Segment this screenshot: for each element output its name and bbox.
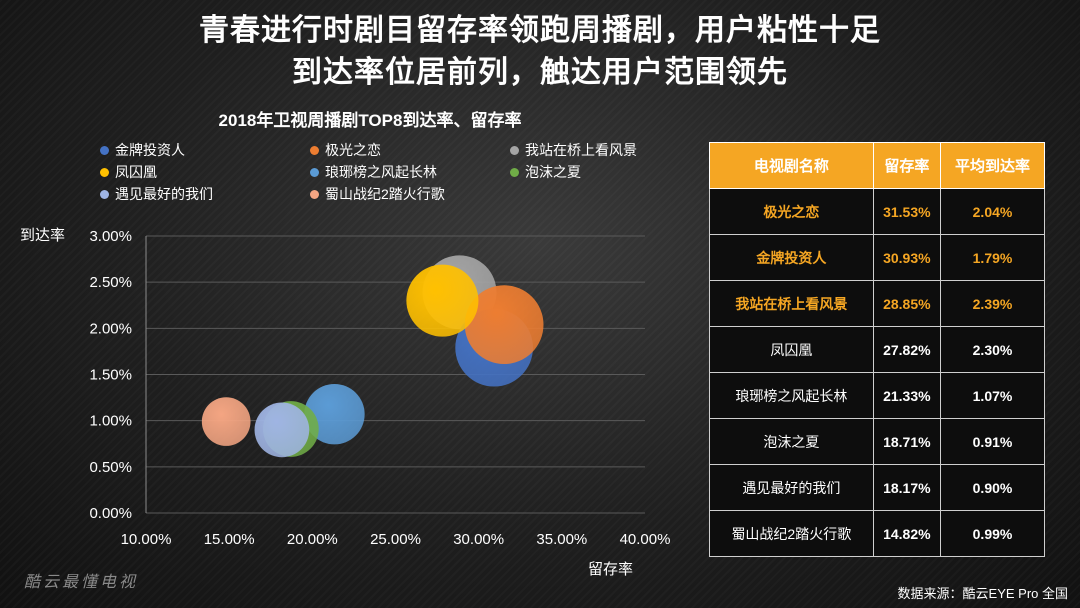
table-cell-retention: 30.93% <box>872 234 941 281</box>
x-axis-label: 留存率 <box>588 561 634 578</box>
legend-item: 蜀山战纪2踏火行歌 <box>310 184 445 204</box>
legend-swatch <box>100 189 109 199</box>
y-tick-label: 1.50% <box>89 367 132 384</box>
bubble-point <box>464 285 544 365</box>
bubble-point <box>254 402 310 458</box>
y-tick-label: 0.50% <box>89 459 132 476</box>
drama-data-table: 电视剧名称 留存率 平均到达率 极光之恋 31.53% 2.04% 金牌投资人 30.9… <box>709 142 1046 557</box>
y-tick-label: 2.00% <box>89 320 132 337</box>
table-cell-reach: 1.79% <box>939 234 1046 281</box>
table-cell-retention: 14.82% <box>872 510 941 557</box>
legend-item: 泡沫之夏 <box>510 162 581 182</box>
table-cell-name: 泡沫之夏 <box>709 418 874 465</box>
y-axis-label: 到达率 <box>20 227 66 244</box>
chart-title: 2018年卫视周播剧TOP8到达率、留存率 <box>218 111 522 130</box>
legend-swatch <box>510 145 519 155</box>
y-tick-label: 3.00% <box>89 228 132 245</box>
bubble-point <box>406 264 479 337</box>
bubble-point <box>201 397 251 446</box>
headline-line-1: 青春进行时剧目留存率领跑周播剧，用户粘性十足 <box>199 14 881 47</box>
table-cell-reach: 2.30% <box>939 326 1046 373</box>
legend-item: 凤囚凰 <box>100 162 157 182</box>
legend-label: 遇见最好的我们 <box>115 186 213 202</box>
table-row: 泡沫之夏 18.71% 0.91% <box>709 418 1046 465</box>
table-row: 我站在桥上看风景 28.85% 2.39% <box>709 280 1046 327</box>
legend-label: 凤囚凰 <box>115 164 157 180</box>
table-cell-name: 遇见最好的我们 <box>709 464 874 511</box>
scatter-plot: 0.00% 0.50% 1.00% 1.50% 2.00% 2.50% 3.00% 10.00… <box>89 228 671 548</box>
legend-swatch <box>310 189 319 199</box>
legend-label: 泡沫之夏 <box>525 164 581 180</box>
table-cell-reach: 0.90% <box>939 464 1046 511</box>
legend-swatch <box>510 167 519 177</box>
table-row: 琅琊榜之风起长林 21.33% 1.07% <box>709 372 1046 419</box>
y-tick-label: 0.00% <box>89 505 132 522</box>
table-cell-retention: 31.53% <box>872 188 941 235</box>
x-tick-label: 35.00% <box>536 531 587 548</box>
table-cell-retention: 18.17% <box>872 464 941 511</box>
table-row: 极光之恋 31.53% 2.04% <box>709 188 1046 235</box>
legend-label: 金牌投资人 <box>115 142 185 158</box>
legend-item: 遇见最好的我们 <box>100 184 213 204</box>
legend-label: 我站在桥上看风景 <box>525 142 637 158</box>
table-cell-name: 极光之恋 <box>709 188 874 235</box>
legend-item: 金牌投资人 <box>100 140 185 160</box>
legend-item: 琅琊榜之风起长林 <box>310 162 437 182</box>
watermark-logo: 酷云最懂电视 <box>24 572 139 591</box>
x-tick-label: 20.00% <box>287 531 338 548</box>
table-cell-reach: 2.39% <box>939 280 1046 327</box>
table-row: 金牌投资人 30.93% 1.79% <box>709 234 1046 281</box>
x-tick-label: 30.00% <box>453 531 504 548</box>
table-body: 极光之恋 31.53% 2.04% 金牌投资人 30.93% 1.79% 我站在桥上看风景 2… <box>709 188 1046 557</box>
table-cell-retention: 21.33% <box>872 372 941 419</box>
legend-swatch <box>310 167 319 177</box>
legend-label: 极光之恋 <box>325 142 381 158</box>
table-header-retention: 留存率 <box>872 142 941 189</box>
table-header-name: 电视剧名称 <box>709 142 874 189</box>
legend-swatch <box>100 167 109 177</box>
table-row: 凤囚凰 27.82% 2.30% <box>709 326 1046 373</box>
table-row: 蜀山战纪2踏火行歌 14.82% 0.99% <box>709 510 1046 557</box>
table-cell-retention: 28.85% <box>872 280 941 327</box>
x-tick-label: 10.00% <box>121 531 172 548</box>
table-cell-name: 凤囚凰 <box>709 326 874 373</box>
y-tick-label: 1.00% <box>89 413 132 430</box>
table-cell-reach: 1.07% <box>939 372 1046 419</box>
page-headline: 青春进行时剧目留存率领跑周播剧，用户粘性十足 到达率位居前列，触达用户范围领先 <box>0 10 1080 94</box>
table-cell-name: 琅琊榜之风起长林 <box>709 372 874 419</box>
table-cell-retention: 27.82% <box>872 326 941 373</box>
x-tick-label: 25.00% <box>370 531 421 548</box>
table-cell-name: 我站在桥上看风景 <box>709 280 874 327</box>
y-tick-label: 2.50% <box>89 274 132 291</box>
table-cell-reach: 0.99% <box>939 510 1046 557</box>
data-source-note: 数据来源：酷云EYE Pro 全国 <box>897 586 1068 601</box>
headline-line-2: 到达率位居前列，触达用户范围领先 <box>292 56 788 89</box>
legend-label: 蜀山战纪2踏火行歌 <box>325 186 445 202</box>
table-cell-reach: 2.04% <box>939 188 1046 235</box>
table-header-row: 电视剧名称 留存率 平均到达率 <box>709 142 1046 189</box>
table-cell-reach: 0.91% <box>939 418 1046 465</box>
bubble-point <box>304 384 365 445</box>
x-tick-label: 40.00% <box>620 531 671 548</box>
table-header-reach: 平均到达率 <box>939 142 1046 189</box>
legend-item: 极光之恋 <box>310 140 381 160</box>
x-tick-label: 15.00% <box>204 531 255 548</box>
legend-swatch <box>100 145 109 155</box>
legend-swatch <box>310 145 319 155</box>
table-cell-retention: 18.71% <box>872 418 941 465</box>
table-cell-name: 蜀山战纪2踏火行歌 <box>709 510 874 557</box>
table-row: 遇见最好的我们 18.17% 0.90% <box>709 464 1046 511</box>
legend-item: 我站在桥上看风景 <box>510 140 637 160</box>
legend-label: 琅琊榜之风起长林 <box>325 164 437 180</box>
table-cell-name: 金牌投资人 <box>709 234 874 281</box>
